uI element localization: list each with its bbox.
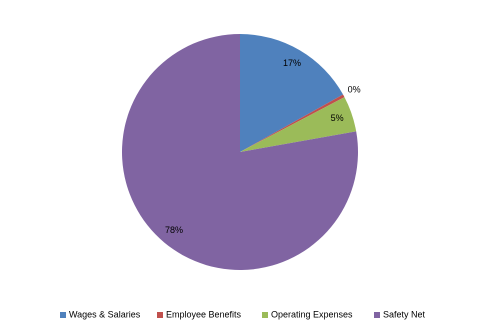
legend-label: Wages & Salaries [69,309,141,319]
data-label: 5% [331,113,344,123]
pie-slice [240,97,357,152]
legend-swatch [157,312,163,318]
data-label: 17% [283,58,301,68]
legend-label: Operating Expenses [271,309,353,319]
legend-swatch [262,312,268,318]
data-label: 78% [165,225,183,235]
pie-slice [122,33,358,270]
data-label: 0% [348,85,361,95]
legend-swatch [374,312,380,318]
legend-label: Safety Net [383,309,426,319]
pie-slice [240,34,344,152]
pie-slice [240,94,345,152]
legend-label: Employee Benefits [166,309,242,319]
legend-swatch [60,312,66,318]
